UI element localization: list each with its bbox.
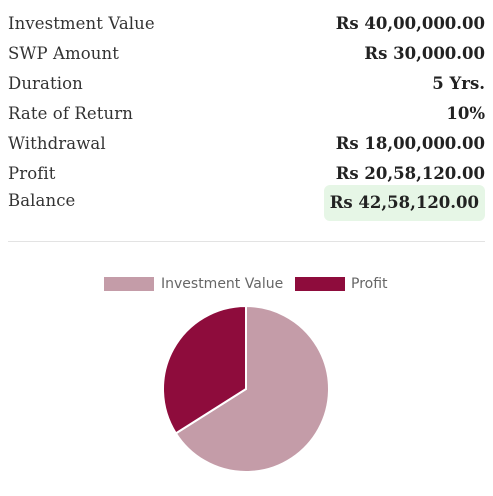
summary-row-balance: Balance Rs 42,58,120.00	[8, 185, 485, 228]
withdrawal-label: Withdrawal	[8, 133, 106, 153]
withdrawal-value: Rs 18,00,000.00	[335, 133, 485, 153]
legend-label-profit[interactable]: Profit	[351, 276, 388, 292]
summary-row-profit: Profit Rs 20,58,120.00	[8, 158, 485, 188]
balance-value-badge: Rs 42,58,120.00	[323, 185, 485, 221]
swp-amount-value: Rs 30,000.00	[364, 43, 485, 63]
swp-amount-label: SWP Amount	[8, 43, 119, 63]
investment-profit-pie-chart: Investment Value Profit	[104, 276, 388, 473]
balance-label: Balance	[8, 191, 76, 210]
investment-value-label: Investment Value	[8, 13, 155, 33]
investment-value-amount: Rs 40,00,000.00	[335, 13, 485, 33]
profit-label: Profit	[8, 163, 56, 183]
swp-summary: Investment Value Rs 40,00,000.00 SWP Amo…	[8, 8, 485, 228]
legend-swatch-profit[interactable]	[295, 277, 345, 291]
summary-row-withdrawal: Withdrawal Rs 18,00,000.00	[8, 128, 485, 158]
summary-row-duration: Duration 5 Yrs.	[8, 68, 485, 98]
legend-label-investment-value[interactable]: Investment Value	[161, 276, 283, 292]
duration-value: 5 Yrs.	[432, 73, 485, 93]
legend-swatch-investment-value[interactable]	[104, 277, 154, 291]
section-divider	[8, 241, 485, 242]
pie-slice-investment-value[interactable]	[174, 304, 330, 473]
profit-value: Rs 20,58,120.00	[335, 163, 485, 183]
summary-row-swp-amount: SWP Amount Rs 30,000.00	[8, 38, 485, 68]
summary-row-rate-of-return: Rate of Return 10%	[8, 98, 485, 128]
summary-row-investment-value: Investment Value Rs 40,00,000.00	[8, 8, 485, 38]
rate-of-return-label: Rate of Return	[8, 103, 133, 123]
pie-slices	[162, 304, 330, 473]
rate-of-return-value: 10%	[446, 103, 485, 123]
chart-container: Investment Value Profit	[0, 262, 493, 492]
duration-label: Duration	[8, 73, 83, 93]
pie-slice-profit[interactable]	[162, 304, 247, 435]
chart-legend: Investment Value Profit	[104, 276, 388, 292]
